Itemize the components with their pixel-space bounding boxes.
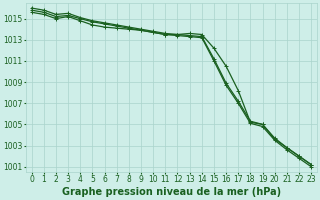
X-axis label: Graphe pression niveau de la mer (hPa): Graphe pression niveau de la mer (hPa): [62, 187, 281, 197]
